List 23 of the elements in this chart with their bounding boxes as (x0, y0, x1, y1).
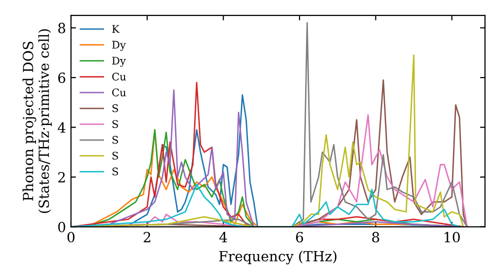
y-tick-label: 8 (58, 22, 66, 34)
x-tick-label: 0 (67, 232, 74, 242)
legend-label: Dy (112, 40, 126, 51)
y-tick-label: 4 (58, 122, 66, 133)
x-tick-label: 4 (219, 232, 228, 242)
legend-label: Cu (112, 88, 126, 96)
y-axis-title: Phonon projected DOS (States/THz·primitive cell) (22, 29, 52, 213)
legend-label: S (112, 136, 118, 144)
legend-label: S (112, 104, 118, 112)
x-tick-label: 10 (444, 232, 460, 242)
legend-label: S (112, 152, 118, 160)
legend-label: K (112, 25, 120, 33)
y-tick-label: 2 (58, 172, 65, 182)
x-tick-label: 8 (372, 232, 380, 242)
x-tick-label: 2 (144, 232, 150, 242)
legend-label: Cu (112, 72, 126, 81)
y-tick-label: 6 (58, 72, 66, 84)
x-tick-label: 6 (296, 232, 304, 242)
legend-label: S (112, 120, 118, 128)
y-tick-label: 0 (58, 222, 66, 232)
x-axis-title: Frequency (THz) (219, 250, 336, 264)
legend-label: S (112, 168, 118, 176)
legend-label: Dy (112, 56, 126, 67)
